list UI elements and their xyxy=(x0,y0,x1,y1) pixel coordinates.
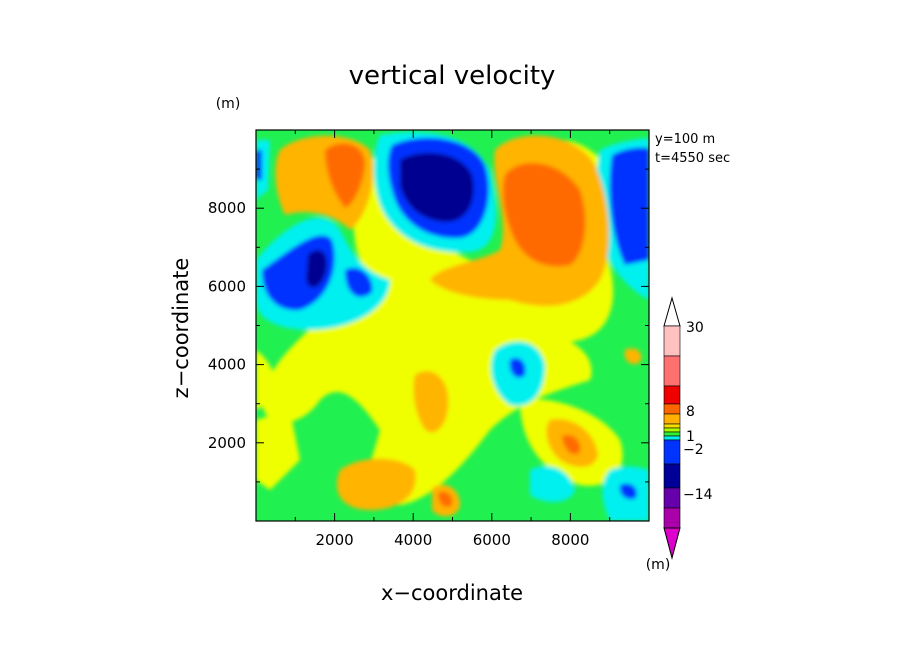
contour-field xyxy=(256,130,649,521)
x-axis-label: x−coordinate xyxy=(381,581,523,605)
x-axis-tick-labels: 2000 4000 6000 8000 xyxy=(316,531,590,549)
colorbar-swatch xyxy=(663,325,681,357)
x-tick-label: 8000 xyxy=(551,531,589,549)
x-axis-ticks xyxy=(294,130,611,521)
colorbar-bottom-arrow xyxy=(663,527,681,560)
colorbar-label: 1 xyxy=(686,429,695,445)
field-region xyxy=(503,163,586,267)
colorbar-swatch xyxy=(663,427,681,433)
x-tick-label: 6000 xyxy=(473,531,511,549)
colorbar-swatch xyxy=(663,355,681,387)
colorbar-swatch xyxy=(663,507,681,529)
y-tick-label: 2000 xyxy=(208,434,246,452)
field-region xyxy=(562,434,581,455)
field-region xyxy=(624,348,642,365)
annotation-y: y=100 m xyxy=(655,132,715,147)
colorbar-swatch xyxy=(663,463,681,489)
colorbar-swatch xyxy=(663,439,681,465)
y-unit-label: (m) xyxy=(216,96,241,112)
field-region xyxy=(400,152,474,222)
colorbar-swatch xyxy=(663,423,681,429)
y-tick-label: 4000 xyxy=(208,356,246,374)
field-region xyxy=(336,458,416,510)
chart-title: vertical velocity xyxy=(349,61,556,91)
colorbar-label: 30 xyxy=(686,320,704,336)
field-region xyxy=(345,267,373,297)
colorbar-unit: (m) xyxy=(646,557,671,573)
field-region xyxy=(325,143,365,208)
colorbar-swatch xyxy=(663,435,681,441)
colorbar-swatches xyxy=(663,296,681,560)
field-region xyxy=(609,147,649,265)
colorbar-top-arrow xyxy=(663,296,681,327)
colorbar-swatch xyxy=(663,431,681,437)
y-tick-label: 6000 xyxy=(208,277,246,295)
colorbar-swatch xyxy=(663,413,681,425)
field-region xyxy=(530,466,575,502)
annotation-t: t=4550 sec xyxy=(655,151,730,166)
y-axis-ticks xyxy=(256,168,649,483)
colorbar-swatch xyxy=(663,487,681,509)
field-region xyxy=(256,150,262,180)
field-region xyxy=(619,483,637,500)
colorbar: 30 8 1 −2 −14 (m) xyxy=(646,296,713,573)
field-region xyxy=(413,371,449,433)
field-region xyxy=(306,250,327,288)
colorbar-swatch xyxy=(663,403,681,415)
colorbar-label: −14 xyxy=(683,487,713,503)
field-region xyxy=(509,357,526,378)
field-region xyxy=(256,410,300,490)
colorbar-label: 8 xyxy=(686,404,695,420)
x-tick-label: 2000 xyxy=(316,531,354,549)
x-tick-label: 4000 xyxy=(394,531,432,549)
colorbar-label: −2 xyxy=(683,442,704,458)
colorbar-swatch xyxy=(663,385,681,405)
field-region xyxy=(438,491,453,507)
y-tick-label: 8000 xyxy=(208,199,246,217)
y-axis-tick-labels: 2000 4000 6000 8000 xyxy=(208,199,246,452)
y-axis-label: z−coordinate xyxy=(169,258,193,399)
